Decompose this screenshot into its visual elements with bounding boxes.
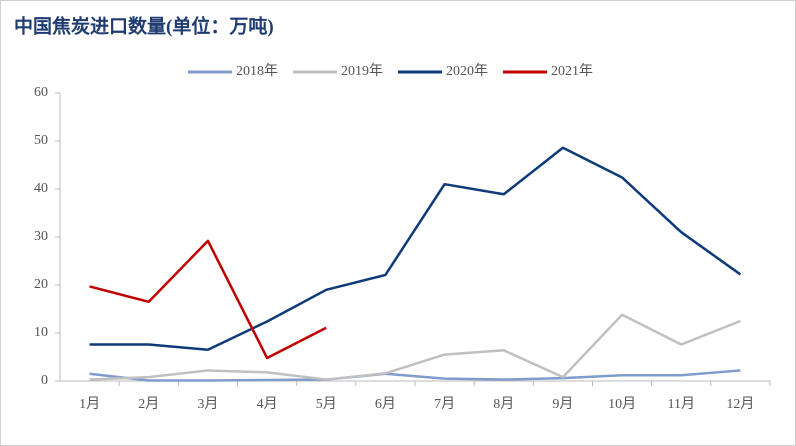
y-tick-label: 10	[34, 325, 48, 340]
series-line	[89, 146, 742, 352]
chart-title: 中国焦炭进口数量(单位：万吨)	[14, 14, 274, 37]
x-tick-label: 1月	[79, 396, 100, 412]
legend-label: 2020年	[446, 63, 488, 79]
x-tick-label: 7月	[434, 396, 455, 412]
x-tick-label: 11月	[668, 396, 695, 412]
y-tick-label: 50	[34, 133, 48, 148]
series-line	[89, 313, 741, 381]
legend-label: 2018年	[236, 63, 278, 79]
x-tick-label: 8月	[493, 396, 514, 412]
x-tick-label: 2月	[138, 396, 159, 412]
x-tick-label: 4月	[257, 396, 278, 412]
x-tick-label: 5月	[316, 396, 337, 412]
x-tick-label: 9月	[552, 396, 573, 412]
y-tick-label: 40	[34, 181, 48, 196]
y-tick-label: 30	[34, 229, 48, 244]
x-tick-label: 3月	[197, 396, 218, 412]
x-tick-label: 10月	[608, 396, 636, 412]
y-tick-label: 20	[34, 277, 48, 292]
series-line	[89, 239, 327, 360]
legend-label: 2021年	[551, 63, 593, 79]
legend-label: 2019年	[341, 63, 383, 79]
x-tick-label: 12月	[726, 396, 754, 412]
y-tick-label: 0	[41, 373, 48, 388]
series-line	[89, 369, 741, 382]
x-tick-label: 6月	[375, 396, 396, 412]
y-tick-label: 60	[34, 85, 48, 100]
